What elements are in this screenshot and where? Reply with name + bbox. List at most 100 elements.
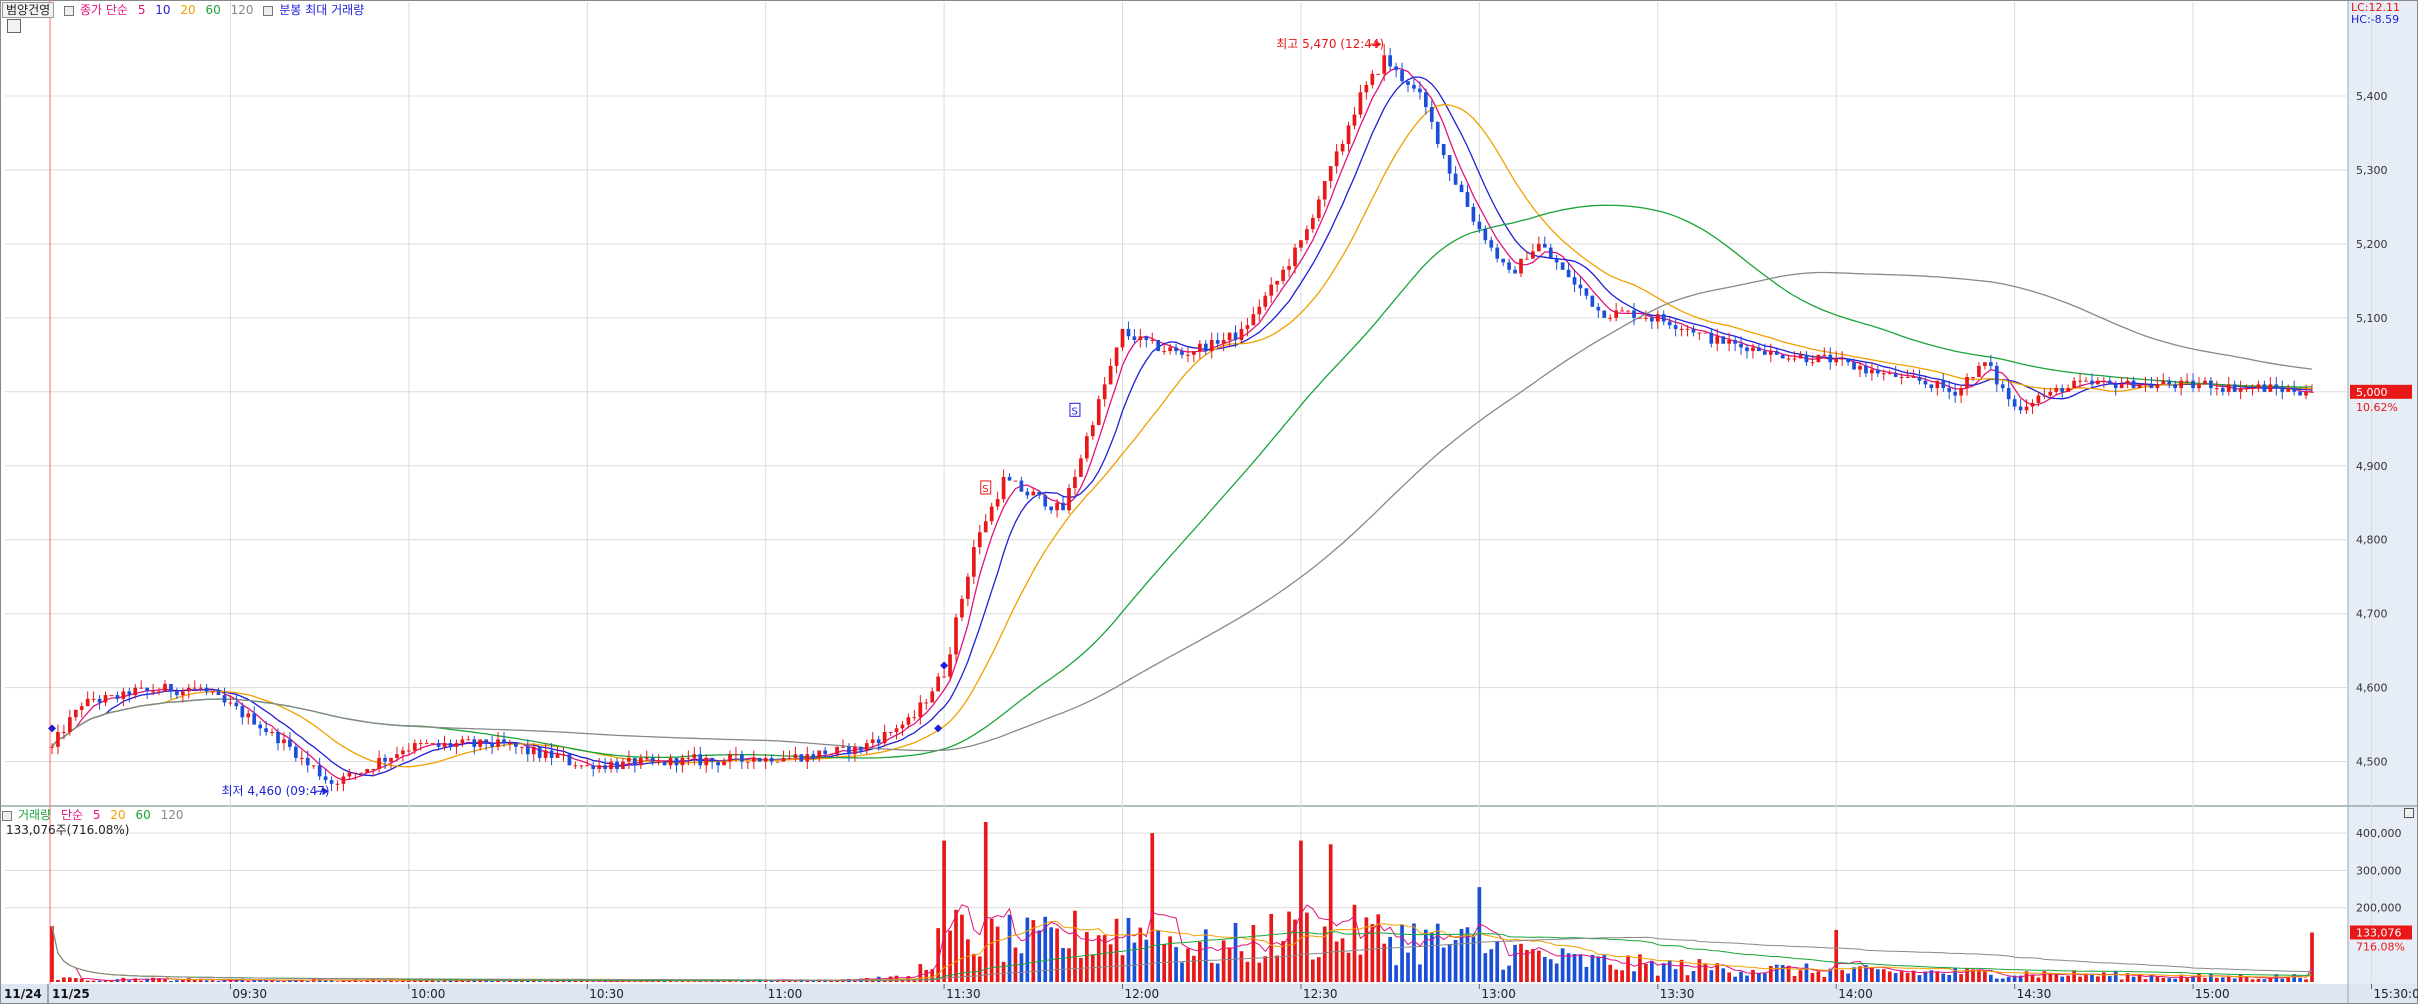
candle [2298,391,2302,396]
candle [1144,336,1149,340]
volume-bar [1168,936,1172,982]
candle [2244,388,2249,390]
candle [1804,354,1809,363]
candle [68,717,72,732]
volume-ma-60-line [51,926,2313,981]
candle [2280,388,2285,392]
volume-bar [133,978,138,982]
candle [936,676,940,692]
candle [2209,380,2213,389]
volume-bar [335,981,340,982]
volume-bar [383,980,387,982]
candle [2155,384,2160,389]
candle [2137,384,2142,389]
candle [1858,365,1862,370]
candle [1679,328,1684,330]
volume-bar [567,979,572,982]
volume-bar [627,981,631,982]
volume-bar [1447,944,1452,982]
volume-bar [751,981,756,982]
volume-bar [1227,947,1232,982]
volume-bar [1632,971,1636,982]
candle [1108,365,1113,385]
grid-toggle-icon[interactable] [7,19,21,33]
volume-bar [704,981,709,982]
high-arrow-head [1375,40,1382,49]
time-label: 12:00 [1125,987,1160,1001]
volume-bar [1620,970,1624,982]
volume-bar [1251,925,1256,982]
volume-bar [2030,975,2035,982]
ma-5-label: 5 [137,3,146,17]
candle [1025,491,1030,496]
candle [1311,218,1315,230]
candle [1186,354,1190,356]
volume-bar [573,980,578,982]
volume-bar [127,980,132,982]
low-annotation: 최저 4,460 (09:47) [222,784,330,798]
volume-bar [948,930,952,982]
volume-bar [1424,929,1428,982]
volume-bar [1846,973,1850,982]
candle [299,757,304,759]
volume-bar [430,979,435,982]
candle [2262,384,2267,392]
panel-toggle-icon[interactable] [2404,808,2414,818]
candle [466,739,471,741]
volume-bar [2256,979,2261,982]
volume-bar [1935,971,1940,982]
candle [549,750,554,758]
candle [508,743,512,745]
volume-bar [870,980,875,982]
volume-bar [1655,975,1660,982]
candle [1537,243,1541,252]
volume-bar [442,980,447,982]
candle [1596,306,1601,311]
signal-marker [980,480,992,495]
volume-bar [1899,971,1904,982]
time-label: 15:00 [2195,987,2230,1001]
candle [1584,288,1589,296]
ma-checkbox-icon[interactable] [64,5,74,16]
volume-bar [1412,923,1416,982]
volume-bar [1721,968,1726,982]
candle [662,761,667,766]
volume-bar [1929,970,1934,982]
candle [157,691,161,693]
volume-bar [2024,971,2029,982]
candle [496,739,500,747]
candle [930,691,935,703]
volume-checkbox-icon[interactable] [2,810,12,821]
candle [234,702,239,707]
candle [1566,269,1571,278]
price-tick-label: 5,300 [2356,164,2388,177]
volume-bar [1661,963,1666,982]
candle [960,598,964,618]
candle [424,743,429,745]
candle [1959,388,1963,396]
volume-bar [270,979,274,982]
volume-bar [502,981,506,982]
candle [1620,310,1624,312]
volume-bar [288,979,292,982]
volume-bar [1905,972,1910,982]
candle [1828,354,1833,363]
candle [728,754,732,762]
volume-bar [466,979,471,982]
candle [900,724,905,729]
vol-ma-60-label: 60 [135,808,151,822]
candle [894,728,899,732]
volume-bar [1667,960,1672,982]
volume-bar [145,978,149,982]
candle [573,765,578,767]
candle [1406,81,1410,85]
price-legend: 범양건영 종가 단순 5 10 20 60 120 분봉 최대 거래량 [2,1,370,18]
volume-bar [418,979,423,982]
volume-bar [2298,977,2302,982]
max-volume-checkbox-icon[interactable] [263,5,274,16]
stock-name[interactable]: 범양건영 [2,2,55,18]
candle [1846,358,1850,363]
volume-bar [2006,976,2011,982]
time-label: 15:30:00 [2373,987,2418,1001]
volume-bar [1037,930,1042,982]
